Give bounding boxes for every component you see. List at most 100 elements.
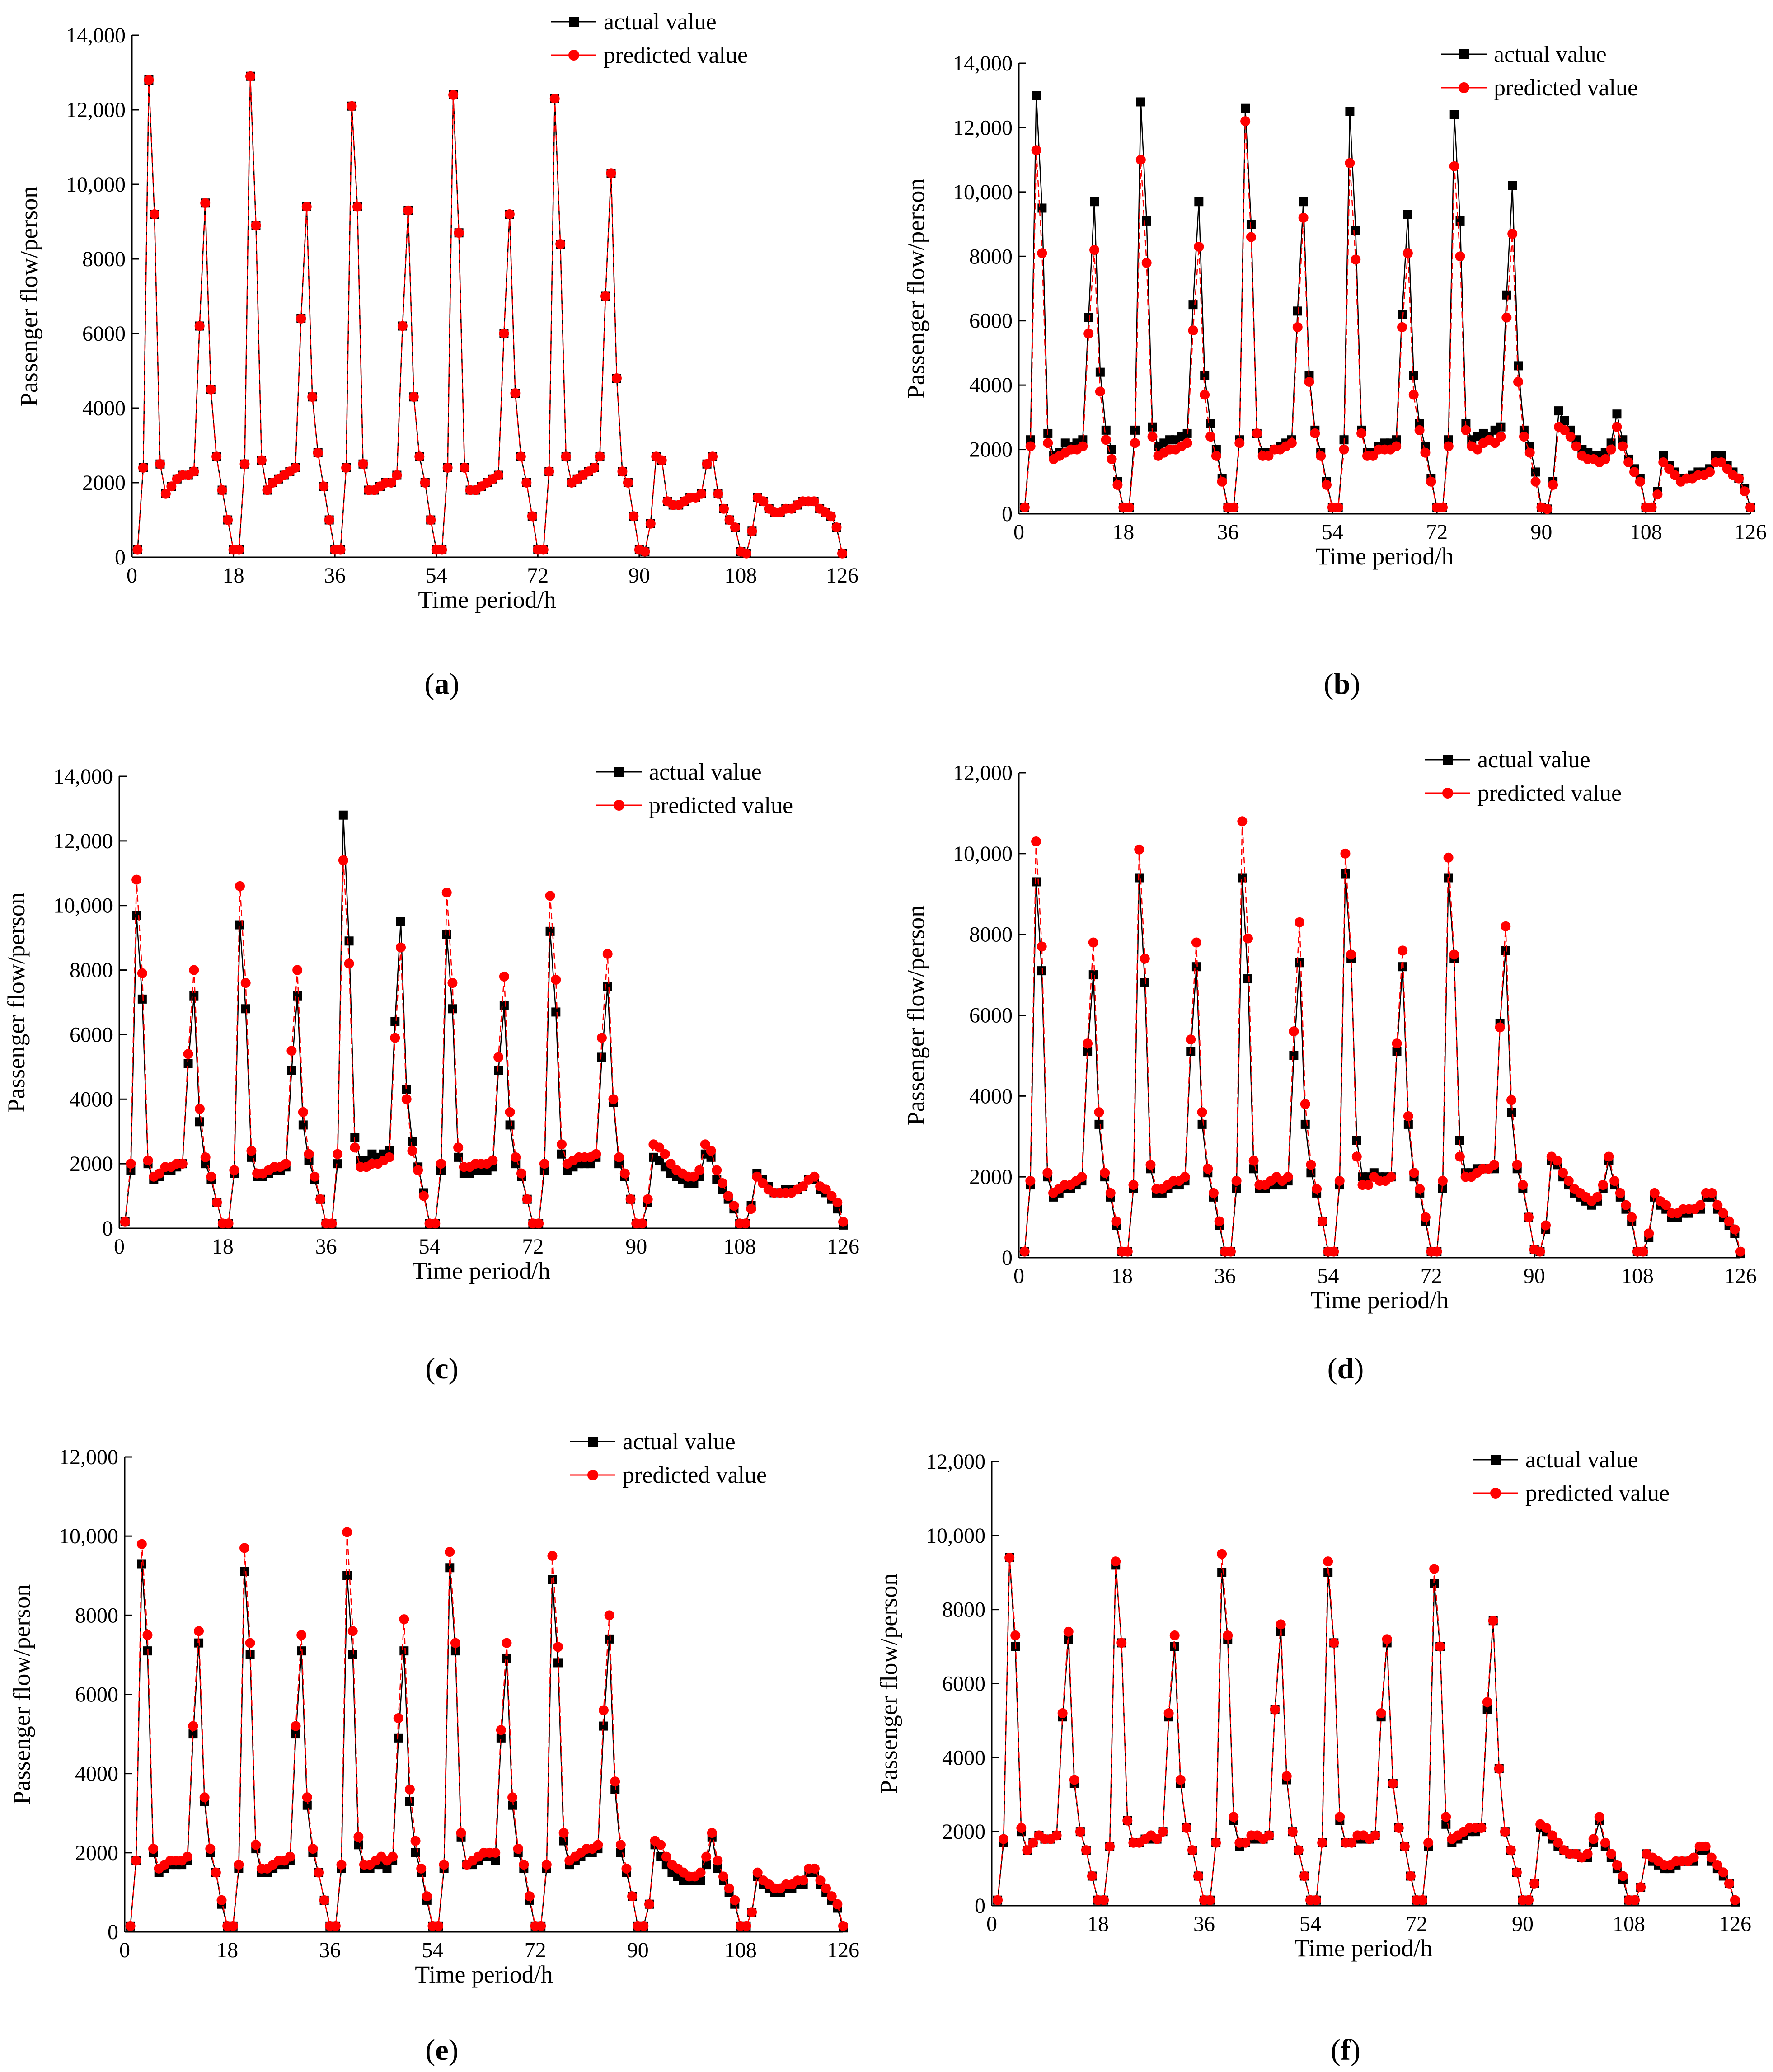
predicted-point: [1124, 502, 1135, 512]
predicted-point: [826, 1191, 837, 1201]
actual-point: [1197, 1119, 1207, 1129]
actual-point: [1295, 958, 1304, 968]
predicted-point: [643, 1194, 653, 1204]
y-tick-label: 2000: [75, 1841, 118, 1865]
predicted-point: [1482, 1697, 1492, 1707]
predicted-point: [1293, 1845, 1304, 1856]
predicted-point: [600, 291, 610, 301]
y-axis-label: Passenger flow/person: [902, 179, 929, 399]
predicted-point: [602, 949, 613, 959]
actual-point: [1083, 1047, 1093, 1056]
predicted-point: [212, 1197, 222, 1207]
predicted-point: [1292, 322, 1303, 332]
predicted-point: [1612, 1860, 1622, 1870]
predicted-point: [205, 1844, 216, 1854]
x-tick-label: 90: [1512, 1912, 1534, 1936]
x-tick-label: 36: [1217, 520, 1239, 544]
predicted-point: [386, 478, 396, 488]
predicted-point: [1443, 852, 1454, 863]
predicted-point: [1304, 377, 1314, 387]
predicted-point: [324, 515, 334, 525]
legend-actual-marker: [614, 767, 624, 777]
predicted-point: [422, 1891, 432, 1902]
predicted-point: [522, 1194, 532, 1204]
predicted-point: [538, 545, 549, 555]
legend-actual-label: actual value: [1525, 1447, 1638, 1473]
predicted-point: [689, 1171, 699, 1182]
predicted-point: [1435, 1641, 1445, 1652]
actual-point: [1217, 1568, 1227, 1577]
x-tick-label: 126: [827, 1938, 859, 1962]
predicted-point: [1094, 1107, 1104, 1118]
predicted-point: [445, 1547, 455, 1557]
predicted-point: [1203, 1164, 1213, 1174]
y-tick-label: 10,000: [926, 1524, 985, 1548]
predicted-point: [1225, 1246, 1236, 1257]
x-tick-label: 90: [625, 1235, 647, 1259]
actual-point: [1352, 1136, 1361, 1145]
actual-point: [189, 991, 199, 1001]
actual-point: [188, 1729, 198, 1739]
predicted-point: [1246, 232, 1256, 242]
predicted-point: [1135, 155, 1146, 165]
legend-predicted-marker: [1459, 82, 1469, 93]
predicted-point: [228, 1921, 238, 1931]
predicted-point: [502, 1638, 512, 1648]
predicted-point: [545, 891, 555, 901]
predicted-point: [1630, 1895, 1640, 1905]
predicted-point: [1295, 917, 1305, 927]
predicted-point: [1609, 1176, 1620, 1186]
caption-close-paren: ): [1351, 2034, 1360, 2067]
legend-predicted-marker: [568, 50, 579, 61]
predicted-point: [1240, 116, 1251, 127]
predicted-point: [1432, 1246, 1442, 1257]
predicted-point: [1524, 1212, 1534, 1222]
predicted-point: [837, 548, 847, 559]
predicted-point: [1449, 949, 1459, 960]
x-tick-label: 126: [1719, 1912, 1751, 1936]
predicted-point: [1004, 1552, 1015, 1563]
actual-point: [1507, 1108, 1516, 1117]
predicted-point: [350, 1142, 360, 1153]
y-tick-label: 0: [1002, 502, 1013, 526]
predicted-point: [1263, 451, 1274, 461]
predicted-point: [593, 1840, 603, 1850]
predicted-point: [1604, 1151, 1614, 1162]
predicted-point: [1016, 1823, 1027, 1833]
predicted-point: [614, 1152, 624, 1162]
predicted-point: [1346, 949, 1356, 960]
predicted-point: [143, 1156, 153, 1165]
actual-point: [491, 1856, 500, 1865]
chart-panel-a: 0 2000 4000 6000 8000 10,000 12,000 14,000 0 18 36…: [15, 9, 858, 700]
actual-point: [597, 1052, 606, 1062]
predicted-point: [747, 1907, 757, 1917]
chart-panel-f: 0 2000 4000 6000 8000 10,000 12,000 0 18 36 54 72 90…: [875, 1447, 1751, 2067]
predicted-point: [291, 1721, 301, 1731]
actual-point: [1351, 226, 1360, 235]
y-tick-label: 12,000: [953, 116, 1013, 140]
predicted-point: [333, 1149, 343, 1159]
predicted-point: [706, 1146, 716, 1156]
predicted-point: [1084, 329, 1094, 339]
predicted-point: [1623, 457, 1634, 468]
actual-point: [551, 1007, 561, 1017]
predicted-point: [1234, 438, 1245, 448]
predicted-point: [1334, 1176, 1345, 1186]
predicted-point: [450, 1638, 460, 1648]
predicted-point: [1707, 1188, 1717, 1198]
predicted-point: [1100, 1168, 1110, 1178]
predicted-point: [1712, 1860, 1722, 1870]
predicted-point: [120, 1217, 130, 1227]
legend-predicted-label: predicted value: [604, 42, 748, 68]
x-axis-label: Time period/h: [415, 1961, 553, 1988]
legend-actual-marker: [1443, 755, 1453, 765]
predicted-point: [1722, 464, 1732, 474]
x-axis-label: Time period/h: [412, 1257, 550, 1284]
y-tick-label: 6000: [82, 322, 126, 346]
legend-predicted-marker: [587, 1470, 598, 1480]
predicted-point: [1130, 438, 1140, 448]
predicted-point: [416, 1863, 427, 1874]
predicted-point: [1270, 1704, 1280, 1715]
predicted-point: [832, 1899, 843, 1909]
legend-predicted-label: predicted value: [1494, 75, 1638, 101]
